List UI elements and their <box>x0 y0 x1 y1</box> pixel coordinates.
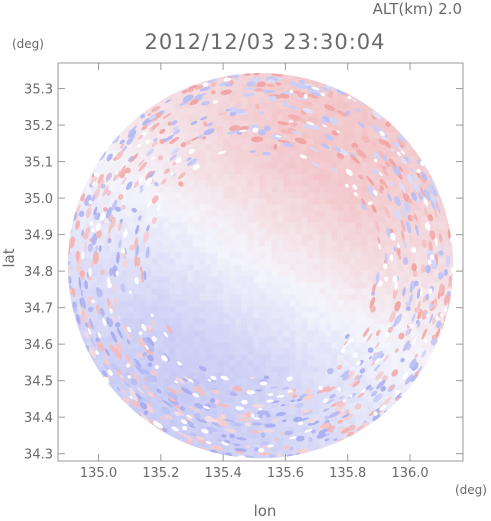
y-tick-label: 34.8 <box>24 265 53 280</box>
y-tick-label: 34.6 <box>24 338 53 353</box>
y-tick-label: 35.3 <box>24 83 53 98</box>
x-tick-label: 135.0 <box>80 466 117 481</box>
radar-coverage-edge <box>66 71 455 460</box>
x-axis-title: lon <box>254 502 277 520</box>
plot-frame <box>57 62 464 462</box>
radar-clutter-cells <box>67 72 454 459</box>
y-tick-label: 35.0 <box>24 192 53 207</box>
y-tick-label: 34.9 <box>24 229 53 244</box>
x-tick-label: 135.8 <box>329 466 366 481</box>
x-axis: 135.0 135.2 135.4 135.6 135.8 136.0 <box>80 63 429 481</box>
y-tick-label: 34.7 <box>24 302 53 317</box>
chart-title: 2012/12/03 23:30:04 <box>144 30 385 54</box>
y-tick-label: 34.3 <box>24 448 53 463</box>
y-axis: 34.3 34.4 34.5 34.6 34.7 34.8 34.9 35.0 35.1 35.2… <box>24 83 463 463</box>
x-tick-label: 135.4 <box>205 466 242 481</box>
altitude-label: ALT(km) 2.0 <box>373 0 462 18</box>
y-axis-title: lat <box>0 248 18 267</box>
y-unit-label: (deg) <box>12 37 44 51</box>
x-tick-label: 136.0 <box>391 466 428 481</box>
y-tick-label: 34.4 <box>24 411 53 426</box>
x-unit-label: (deg) <box>455 483 487 497</box>
y-tick-label: 35.2 <box>24 119 53 134</box>
x-tick-label: 135.2 <box>142 466 179 481</box>
x-tick-label: 135.6 <box>267 466 304 481</box>
y-tick-label: 35.1 <box>24 156 53 171</box>
y-tick-label: 34.5 <box>24 375 53 390</box>
